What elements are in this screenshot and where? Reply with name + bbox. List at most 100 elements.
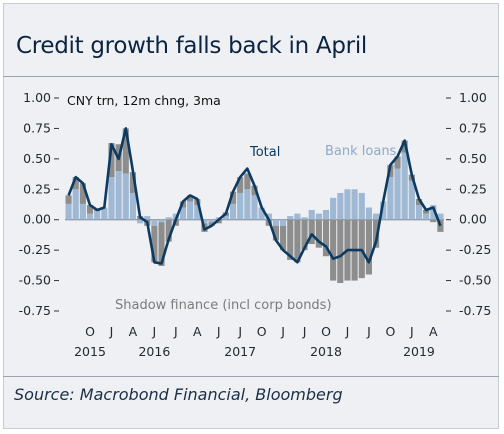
x-tick-label: O xyxy=(321,324,331,339)
y-tick-label-left: 0.00 xyxy=(23,212,51,227)
total-label: Total xyxy=(249,145,280,160)
x-tick-label: O xyxy=(257,324,267,339)
bank-loans-bar xyxy=(415,205,423,220)
y-tick-label-left: 0.75 xyxy=(23,120,51,135)
bank-loans-bar xyxy=(272,219,280,226)
bank-loans-bar xyxy=(423,213,430,220)
x-tick-label: O xyxy=(85,324,95,339)
bank-loans-bar xyxy=(351,189,358,220)
x-tick-label: A xyxy=(429,324,438,339)
shadow-finance-bar xyxy=(208,222,215,226)
x-tick-label: J xyxy=(345,324,350,339)
x-tick-label: J xyxy=(366,324,371,339)
source-note: Source: Macrobond Financial, Bloomberg xyxy=(14,385,343,404)
shadow-finance-bar xyxy=(215,219,222,224)
shadow-finance-bar xyxy=(280,225,287,251)
bank-loans-bar xyxy=(222,216,229,220)
shadow-finance-bar xyxy=(272,225,280,241)
x-tick-label: J xyxy=(109,324,114,339)
shadow-finance-bar xyxy=(229,191,237,204)
bank-loans-bar xyxy=(301,217,308,220)
bank-loans-label: Bank loans xyxy=(325,144,397,159)
bank-loans-bar xyxy=(229,203,237,220)
bank-loans-bar xyxy=(337,192,344,220)
total-line-layer xyxy=(67,127,442,265)
bank-loans-bar xyxy=(194,205,201,220)
x-tick-label: A xyxy=(193,324,202,339)
bank-loans-bar xyxy=(94,211,101,220)
bank-loans-bar xyxy=(287,216,294,220)
credit-growth-chart: 1.00 1.00 0.75 0.75 0.50 0.50 0.25 0.25 0.00 0.00… xyxy=(19,90,492,359)
bank-loans-bar xyxy=(151,219,158,226)
shadow-finance-bar xyxy=(430,219,437,223)
y-tick-label-right: -0.75 xyxy=(459,303,491,318)
x-tick-label: J xyxy=(409,324,414,339)
y-tick-label-right: 0.75 xyxy=(459,120,487,135)
shadow-finance-bar xyxy=(165,219,172,242)
x-tick-label: J xyxy=(152,324,157,339)
bank-loans-bar xyxy=(158,219,165,223)
shadow-finance-bar xyxy=(287,219,294,260)
shadow-finance-bar xyxy=(86,205,94,214)
x-year-label: 2015 xyxy=(74,344,106,359)
shadow-finance-bar xyxy=(337,219,344,284)
units-label: CNY trn, 12m chng, 3ma xyxy=(67,93,221,108)
shadow-finance-bar xyxy=(423,209,430,214)
shadow-finance-bar xyxy=(187,195,194,202)
x-tick-label: J xyxy=(173,324,178,339)
bank-loans-bar xyxy=(122,173,129,220)
shadow-finance-bar xyxy=(72,177,79,190)
shadow-finance-bar xyxy=(315,219,322,248)
bank-loans-bar xyxy=(308,209,315,220)
bank-loans-bar xyxy=(237,192,244,220)
shadow-finance-bar xyxy=(330,219,337,281)
bank-loans-bar xyxy=(244,189,251,220)
shadow-finance-bar xyxy=(394,156,401,169)
shadow-finance-bar xyxy=(251,185,258,196)
bank-loans-bar xyxy=(401,152,408,220)
shadow-finance-bar xyxy=(244,173,251,190)
bank-loans-bar xyxy=(394,168,401,220)
y-tick-label-left: -0.25 xyxy=(19,242,51,257)
x-year-label: 2019 xyxy=(403,344,435,359)
x-tick-label: A xyxy=(129,324,138,339)
bank-loans-bar xyxy=(265,213,272,220)
bank-loans-bar xyxy=(408,180,415,220)
y-tick-label-right: 0.00 xyxy=(459,212,487,227)
shadow-finance-bar xyxy=(294,219,301,263)
x-tick-label: J xyxy=(280,324,285,339)
axes-layer: 1.00 1.00 0.75 0.75 0.50 0.50 0.25 0.25 0.00 0.00… xyxy=(19,90,492,359)
x-year-label: 2016 xyxy=(138,344,170,359)
bank-loans-bar xyxy=(387,177,394,220)
bank-loans-bar xyxy=(201,219,208,224)
bank-loans-bar xyxy=(294,213,301,220)
shadow-finance-bar xyxy=(65,195,72,204)
shadow-finance-bar xyxy=(122,128,129,174)
shadow-finance-bar xyxy=(365,219,372,275)
bank-loans-bar xyxy=(251,195,258,220)
title-divider xyxy=(3,76,499,77)
bank-loans-bar xyxy=(86,213,94,220)
shadow-finance-bar xyxy=(158,222,165,266)
bank-loans-bar xyxy=(72,189,79,220)
y-tick-label-left: 0.25 xyxy=(23,181,51,196)
y-tick-label-left: 0.50 xyxy=(23,151,51,166)
bank-loans-bar xyxy=(144,216,151,220)
bank-loans-bar xyxy=(65,203,72,220)
source-divider xyxy=(3,376,499,377)
shadow-finance-bar xyxy=(415,199,423,206)
bank-loans-bar xyxy=(208,219,215,223)
shadow-finance-bar xyxy=(129,172,137,193)
shadow-finance-bar xyxy=(237,177,244,193)
shadow-finance-bar xyxy=(151,225,158,263)
shadow-finance-bar xyxy=(108,143,115,178)
bank-loans-bar xyxy=(129,192,137,220)
shadow-finance-label: Shadow finance (incl corp bonds) xyxy=(115,298,332,313)
bank-loans-bar xyxy=(430,205,437,220)
bank-loans-bar xyxy=(372,213,380,220)
y-tick-label-right: 1.00 xyxy=(459,90,487,105)
x-year-label: 2017 xyxy=(224,344,256,359)
shadow-finance-bar xyxy=(322,219,330,257)
bank-loans-bar xyxy=(330,197,337,220)
shadow-finance-bar xyxy=(437,219,444,232)
